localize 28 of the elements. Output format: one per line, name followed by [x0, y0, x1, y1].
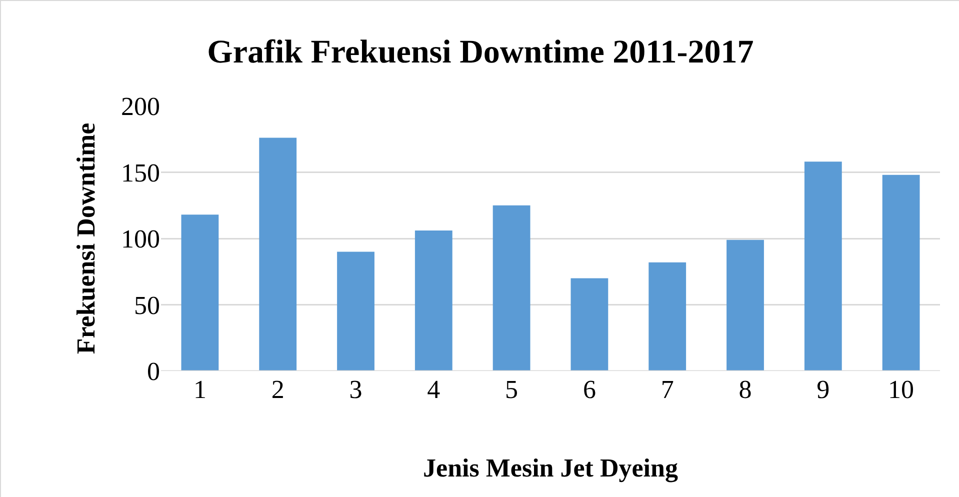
bar [414, 230, 452, 371]
bar [882, 174, 920, 371]
bar [259, 138, 297, 371]
bar [804, 162, 842, 371]
bar [648, 262, 686, 371]
x-tick-label: 6 [582, 375, 596, 404]
x-tick-label: 10 [888, 375, 914, 404]
y-axis-title: Frekuensi Downtime [71, 122, 100, 354]
bar [181, 214, 219, 371]
x-tick-label: 2 [271, 375, 284, 404]
x-tick-label: 3 [349, 375, 362, 404]
x-tick-label: 5 [505, 375, 518, 404]
x-tick-label: 7 [660, 375, 674, 404]
bar [570, 278, 608, 371]
x-axis-title: Jenis Mesin Jet Dyeing [423, 454, 678, 483]
x-tick-label: 8 [738, 375, 752, 404]
x-tick-label: 1 [193, 375, 206, 404]
x-tick-label: 4 [427, 375, 440, 404]
y-tick-label: 50 [134, 290, 160, 320]
y-tick-label: 0 [147, 357, 160, 386]
y-tick-label: 200 [121, 92, 160, 122]
bar [492, 205, 530, 371]
y-tick-label: 100 [121, 224, 160, 254]
chart-title: Grafik Frekuensi Downtime 2011-2017 [207, 34, 754, 70]
bar [726, 240, 764, 371]
bar [337, 252, 374, 371]
x-tick-label: 9 [816, 375, 830, 404]
y-tick-label: 150 [121, 158, 160, 188]
